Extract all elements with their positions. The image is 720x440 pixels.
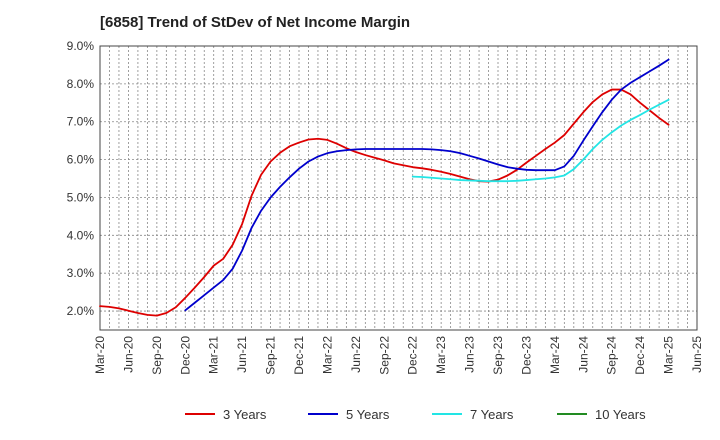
chart-title: [6858] Trend of StDev of Net Income Marg…	[100, 14, 411, 31]
y-tick-label: 8.0%	[67, 77, 95, 91]
legend: 3 Years 5 Years 7 Years 10 Years	[185, 407, 646, 422]
series-line-3-years	[99, 88, 670, 317]
x-tick-label: Jun-21	[235, 336, 249, 373]
y-tick-label: 5.0%	[67, 190, 95, 204]
y-axis-ticks: 2.0% 3.0% 4.0% 5.0% 6.0% 7.0% 8.0% 9.0%	[67, 39, 95, 318]
x-tick-label: Jun-20	[121, 336, 135, 373]
y-tick-label: 9.0%	[67, 39, 95, 53]
y-tick-label: 3.0%	[67, 266, 95, 280]
legend-label-10-years: 10 Years	[595, 407, 646, 422]
x-tick-label: Mar-22	[320, 336, 334, 374]
plot-area	[99, 45, 698, 331]
x-tick-label: Dec-22	[406, 336, 420, 375]
x-axis-ticks: Mar-20 Jun-20 Sep-20 Dec-20 Mar-21 Jun-21 Sep-…	[93, 336, 704, 375]
series-layer	[99, 58, 670, 317]
x-tick-label: Mar-24	[548, 336, 562, 374]
x-tick-label: Sep-20	[150, 336, 164, 375]
x-tick-label: Jun-23	[463, 336, 477, 373]
x-tick-label: Dec-23	[519, 336, 533, 375]
x-tick-label: Dec-24	[633, 336, 647, 375]
y-tick-label: 2.0%	[67, 304, 95, 318]
grid	[100, 45, 697, 330]
series-line-7-years	[411, 98, 670, 183]
x-tick-label: Mar-23	[434, 336, 448, 374]
x-tick-label: Dec-20	[178, 336, 192, 375]
legend-label-5-years: 5 Years	[346, 407, 390, 422]
x-tick-label: Sep-24	[605, 336, 619, 375]
y-tick-label: 4.0%	[67, 228, 95, 242]
x-tick-label: Sep-22	[377, 336, 391, 375]
legend-label-7-years: 7 Years	[470, 407, 514, 422]
x-tick-label: Mar-21	[207, 336, 221, 374]
y-tick-label: 7.0%	[67, 115, 95, 129]
x-tick-label: Mar-25	[662, 336, 676, 374]
x-tick-label: Dec-21	[292, 336, 306, 375]
x-tick-label: Sep-21	[264, 336, 278, 375]
x-tick-label: Jun-22	[349, 336, 363, 373]
y-tick-label: 6.0%	[67, 153, 95, 167]
x-tick-label: Jun-25	[690, 336, 704, 373]
x-tick-label: Jun-24	[576, 336, 590, 373]
legend-label-3-years: 3 Years	[223, 407, 267, 422]
x-tick-label: Sep-23	[491, 336, 505, 375]
x-tick-label: Mar-20	[93, 336, 107, 374]
series-line-5-years	[184, 58, 670, 312]
